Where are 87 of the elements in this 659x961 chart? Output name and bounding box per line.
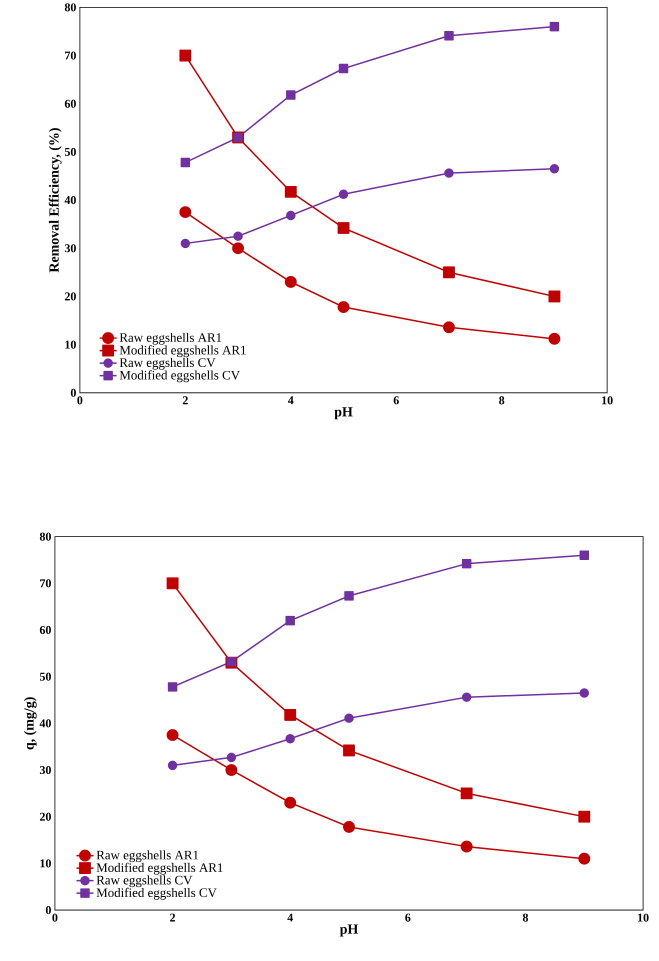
y-tick-label: 30: [64, 244, 76, 252]
point: [550, 22, 560, 32]
point: [443, 266, 455, 278]
y-tick-label: 60: [40, 626, 51, 634]
legend-label: Modified eggshells CV: [120, 370, 240, 382]
point: [460, 787, 473, 800]
point: [344, 591, 354, 601]
point: [462, 692, 472, 702]
point: [180, 158, 190, 168]
point: [284, 276, 297, 288]
point: [179, 50, 192, 62]
legend-label: Modified eggshells AR1: [96, 862, 223, 875]
x-tick-label: 4: [288, 396, 294, 404]
point: [286, 90, 296, 100]
y-tick-label: 40: [64, 196, 76, 204]
point: [284, 186, 297, 198]
point: [233, 231, 243, 241]
x-axis-title: pH: [334, 407, 353, 420]
y-axis-title: Removal Efficiency, (%): [48, 128, 62, 272]
y-tick-label: 80: [64, 3, 76, 12]
legend-label: Raw eggshells AR1: [96, 850, 198, 862]
point: [344, 713, 354, 723]
point: [548, 332, 560, 345]
y-tick-label: 70: [65, 51, 76, 60]
y-tick-label: 20: [64, 292, 76, 300]
legend-label: Raw eggshells CV: [96, 875, 192, 888]
point: [343, 821, 355, 833]
legend-label: Raw eggshells CV: [120, 358, 216, 370]
x-tick-label: 4: [287, 914, 293, 922]
y-tick-label: 10: [40, 859, 51, 868]
point: [284, 796, 296, 809]
point: [580, 550, 589, 560]
x-tick-label: 8: [522, 914, 528, 922]
point: [443, 321, 455, 334]
x-tick-label: 0: [52, 914, 58, 922]
legend-label: Modified eggshells CV: [96, 888, 217, 900]
point: [338, 222, 350, 234]
x-tick-label: 6: [394, 396, 399, 404]
point: [286, 210, 296, 220]
y-tick-label: 40: [40, 719, 51, 728]
x-axis-title: pH: [340, 924, 358, 937]
y-tick-label: 80: [40, 532, 51, 541]
point: [338, 64, 348, 74]
point: [225, 764, 238, 776]
point: [180, 238, 190, 248]
point: [226, 656, 236, 666]
point: [284, 709, 296, 721]
point: [226, 752, 236, 762]
y-tick-label: 50: [40, 672, 51, 681]
point: [343, 744, 355, 756]
point: [444, 31, 454, 40]
y-tick-label: 30: [40, 766, 51, 774]
y-tick-label: 20: [40, 812, 51, 821]
point: [338, 301, 350, 313]
point: [550, 164, 560, 174]
y-tick-label: 50: [64, 148, 76, 156]
point: [548, 290, 560, 302]
point: [578, 852, 590, 865]
point: [460, 840, 473, 852]
x-tick-label: 0: [77, 396, 82, 404]
point: [179, 206, 192, 218]
point: [166, 577, 178, 590]
x-tick-label: 10: [602, 396, 613, 404]
point: [444, 168, 454, 178]
point: [338, 190, 348, 200]
point: [578, 810, 590, 823]
point: [285, 616, 295, 626]
x-tick-label: 2: [170, 914, 176, 922]
point: [168, 682, 178, 692]
point: [285, 734, 295, 744]
x-tick-label: 8: [499, 396, 504, 404]
point: [580, 688, 589, 698]
legend-label: Modified eggshells AR1: [120, 345, 246, 358]
y-tick-label: 10: [65, 340, 76, 349]
point: [166, 729, 178, 741]
y-tick-label: 0: [46, 906, 51, 914]
point: [168, 760, 178, 770]
point: [462, 558, 472, 568]
y-tick-label: 0: [70, 388, 76, 397]
y-tick-label: 60: [64, 100, 76, 108]
x-tick-label: 2: [182, 396, 188, 404]
point: [232, 242, 244, 254]
y-tick-label: 70: [40, 579, 51, 588]
legend-label: Raw eggshells AR1: [120, 332, 222, 345]
x-tick-label: 10: [638, 914, 649, 922]
x-tick-label: 6: [405, 914, 410, 922]
y-axis-title: q, (mg/g): [24, 697, 37, 750]
